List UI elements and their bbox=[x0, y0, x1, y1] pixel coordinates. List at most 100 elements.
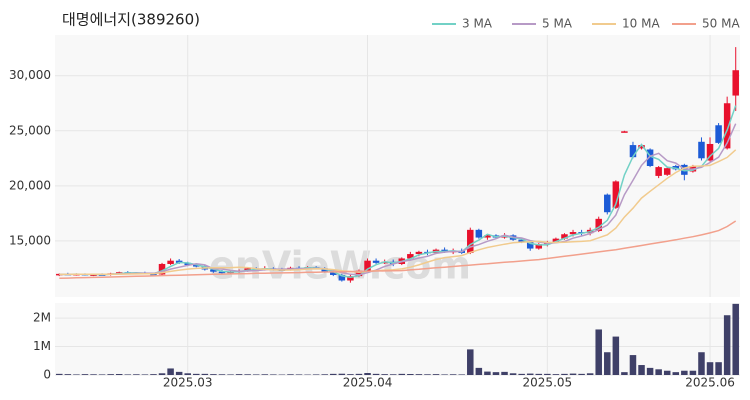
candle-body bbox=[621, 131, 628, 133]
volume-bar bbox=[115, 374, 123, 375]
volume-bar bbox=[90, 374, 97, 375]
volume-bar bbox=[706, 362, 714, 375]
candle-body bbox=[646, 149, 654, 166]
volume-bar bbox=[133, 374, 140, 375]
candle-body bbox=[595, 218, 602, 231]
volume-bar bbox=[424, 374, 431, 375]
volume-bar bbox=[141, 374, 149, 375]
candle-body bbox=[321, 268, 328, 272]
volume-bar bbox=[107, 374, 114, 375]
candle-body bbox=[715, 125, 722, 143]
volume-bar bbox=[441, 374, 448, 375]
candle-body bbox=[484, 235, 491, 238]
volume-bar bbox=[715, 362, 722, 375]
volume-bar bbox=[227, 374, 234, 375]
volume-bar bbox=[261, 374, 269, 375]
candle-body bbox=[150, 273, 157, 276]
volume-bar bbox=[595, 329, 602, 375]
volume-bar bbox=[484, 371, 491, 375]
candle-body bbox=[193, 265, 200, 267]
volume-tick-label: 1M bbox=[33, 339, 51, 353]
volume-bar bbox=[321, 374, 328, 375]
candle-body bbox=[355, 270, 363, 277]
y-tick-label: 25,000 bbox=[9, 123, 51, 137]
volume-panel bbox=[55, 303, 740, 375]
volume-bar bbox=[535, 373, 543, 375]
volume-bar bbox=[56, 373, 63, 375]
volume-bar bbox=[252, 374, 260, 375]
volume-bar bbox=[355, 373, 363, 375]
candle-body bbox=[604, 194, 611, 213]
volume-bar bbox=[201, 373, 209, 375]
ma-line bbox=[59, 220, 737, 280]
candle-body bbox=[732, 70, 739, 96]
volume-bar bbox=[372, 373, 380, 375]
candle-body bbox=[552, 238, 560, 242]
volume-bar bbox=[270, 374, 277, 375]
candle-body bbox=[167, 260, 174, 264]
volume-bar bbox=[689, 370, 697, 375]
volume-bar bbox=[612, 336, 620, 375]
volume-bar bbox=[586, 373, 594, 375]
legend-label: 3 MA bbox=[462, 17, 493, 31]
volume-bar bbox=[569, 373, 577, 375]
volume-bar bbox=[646, 367, 654, 375]
x-tick-label: 2025.04 bbox=[343, 376, 393, 390]
candle-body bbox=[663, 168, 671, 175]
volume-bar bbox=[663, 370, 671, 375]
volume-bar bbox=[492, 372, 500, 375]
candle-body bbox=[655, 167, 662, 176]
volume-bar bbox=[732, 303, 739, 375]
volume-bar bbox=[458, 374, 465, 375]
volume-bar bbox=[98, 374, 106, 375]
volume-bar bbox=[509, 373, 517, 375]
x-tick-label: 2025.05 bbox=[523, 376, 573, 390]
volume-bar bbox=[432, 374, 440, 375]
volume-bar bbox=[501, 371, 508, 375]
y-tick-label: 20,000 bbox=[9, 178, 51, 192]
candle-body bbox=[561, 234, 568, 239]
volume-bar bbox=[467, 349, 474, 375]
chart-title: 대명에너지(389260) bbox=[62, 11, 200, 29]
volume-bar bbox=[389, 374, 397, 375]
volume-bar bbox=[629, 355, 637, 375]
volume-bar bbox=[287, 374, 294, 375]
candle-body bbox=[535, 244, 543, 249]
volume-tick-label: 0 bbox=[43, 368, 51, 382]
ma-line bbox=[59, 149, 737, 276]
y-tick-label: 15,000 bbox=[9, 233, 51, 247]
volume-tick-label: 2M bbox=[33, 311, 51, 325]
candle-body bbox=[158, 263, 166, 275]
x-tick-label: 2025.06 bbox=[685, 376, 735, 390]
candle-body bbox=[90, 274, 97, 276]
candle-body bbox=[723, 103, 731, 149]
volume-bar bbox=[312, 374, 320, 375]
volume-bar bbox=[723, 315, 731, 375]
volume-bar bbox=[330, 373, 337, 375]
candle-body bbox=[681, 164, 688, 175]
candle-body bbox=[569, 232, 577, 235]
candle-body bbox=[467, 229, 474, 253]
volume-bar bbox=[64, 374, 72, 375]
volume-bar bbox=[561, 373, 568, 375]
candle-body bbox=[475, 229, 483, 238]
volume-bar bbox=[604, 352, 611, 375]
volume-bar bbox=[184, 373, 191, 375]
ma-line bbox=[59, 123, 737, 276]
candle-body bbox=[56, 273, 63, 276]
volume-bar bbox=[381, 374, 388, 375]
volume-bar bbox=[338, 373, 346, 375]
volume-bar bbox=[295, 374, 303, 375]
legend-label: 50 MA bbox=[702, 17, 740, 31]
volume-bar bbox=[398, 373, 406, 375]
volume-bar bbox=[655, 369, 662, 375]
y-tick-label: 30,000 bbox=[9, 68, 51, 82]
candle-body bbox=[407, 254, 414, 259]
volume-bar bbox=[175, 371, 183, 375]
volume-bar bbox=[681, 370, 688, 375]
volume-bar bbox=[544, 373, 551, 375]
volume-bar bbox=[158, 373, 166, 375]
volume-bar bbox=[578, 373, 585, 375]
candle-body bbox=[347, 276, 354, 281]
